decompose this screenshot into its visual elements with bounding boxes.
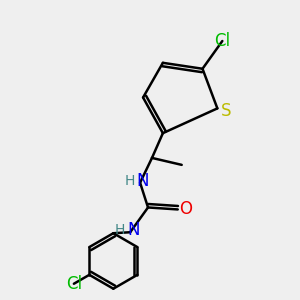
Text: S: S	[221, 102, 232, 120]
Text: N: N	[127, 221, 140, 239]
Text: N: N	[137, 172, 149, 190]
Text: Cl: Cl	[66, 275, 82, 293]
Text: O: O	[179, 200, 192, 218]
Text: Cl: Cl	[214, 32, 230, 50]
Text: H: H	[125, 174, 135, 188]
Text: H: H	[115, 223, 125, 237]
